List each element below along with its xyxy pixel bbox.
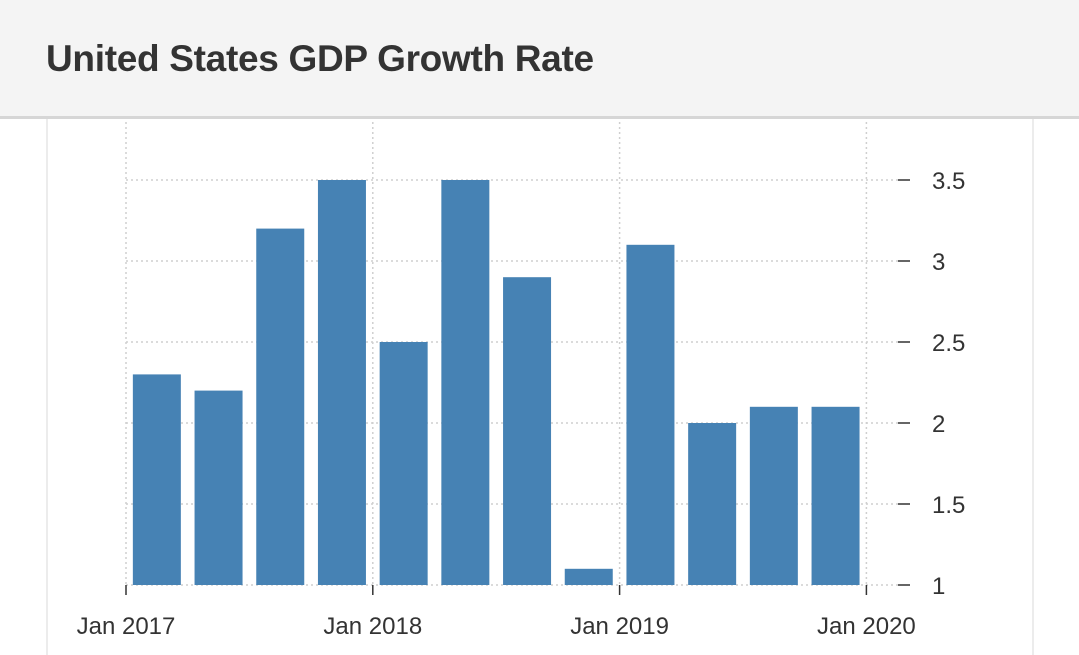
frame-border-left bbox=[46, 119, 48, 655]
bar-2018-Q3 bbox=[503, 277, 552, 585]
bar-2019-Q2 bbox=[688, 423, 737, 585]
y-tick-label: 2.5 bbox=[932, 330, 965, 357]
bar-2017-Q2 bbox=[194, 390, 243, 585]
x-tick-label: Jan 2018 bbox=[323, 613, 422, 640]
bar-2017-Q3 bbox=[256, 228, 305, 585]
y-tick-label: 1.5 bbox=[932, 492, 965, 519]
bars bbox=[132, 180, 860, 586]
x-tick-label: Jan 2019 bbox=[570, 613, 669, 640]
bar-2019-Q3 bbox=[749, 406, 798, 585]
chart-header: United States GDP Growth Rate bbox=[0, 0, 1079, 119]
y-tick-label: 3.5 bbox=[932, 168, 965, 195]
bar-2019-Q4 bbox=[811, 406, 860, 585]
y-tick-label: 3 bbox=[932, 249, 945, 276]
bar-2017-Q4 bbox=[317, 180, 366, 585]
chart-title: United States GDP Growth Rate bbox=[46, 38, 594, 79]
tick-labels: 1 1.5 2 2.5 3 3.5 Jan 2017 Jan 2018 Jan 2019 Jan … bbox=[77, 168, 966, 640]
y-tick-label: 1 bbox=[932, 573, 945, 600]
x-tick-label: Jan 2020 bbox=[817, 613, 916, 640]
frame-border-right bbox=[1032, 119, 1034, 655]
bar-2018-Q1 bbox=[379, 342, 428, 585]
axes bbox=[125, 179, 910, 595]
x-tick-label: Jan 2017 bbox=[77, 613, 176, 640]
bar-2019-Q1 bbox=[626, 244, 675, 586]
bar-2018-Q2 bbox=[441, 180, 490, 585]
y-tick-label: 2 bbox=[932, 411, 945, 438]
bar-2017-Q1 bbox=[132, 374, 181, 585]
bar-2018-Q4 bbox=[564, 568, 613, 585]
